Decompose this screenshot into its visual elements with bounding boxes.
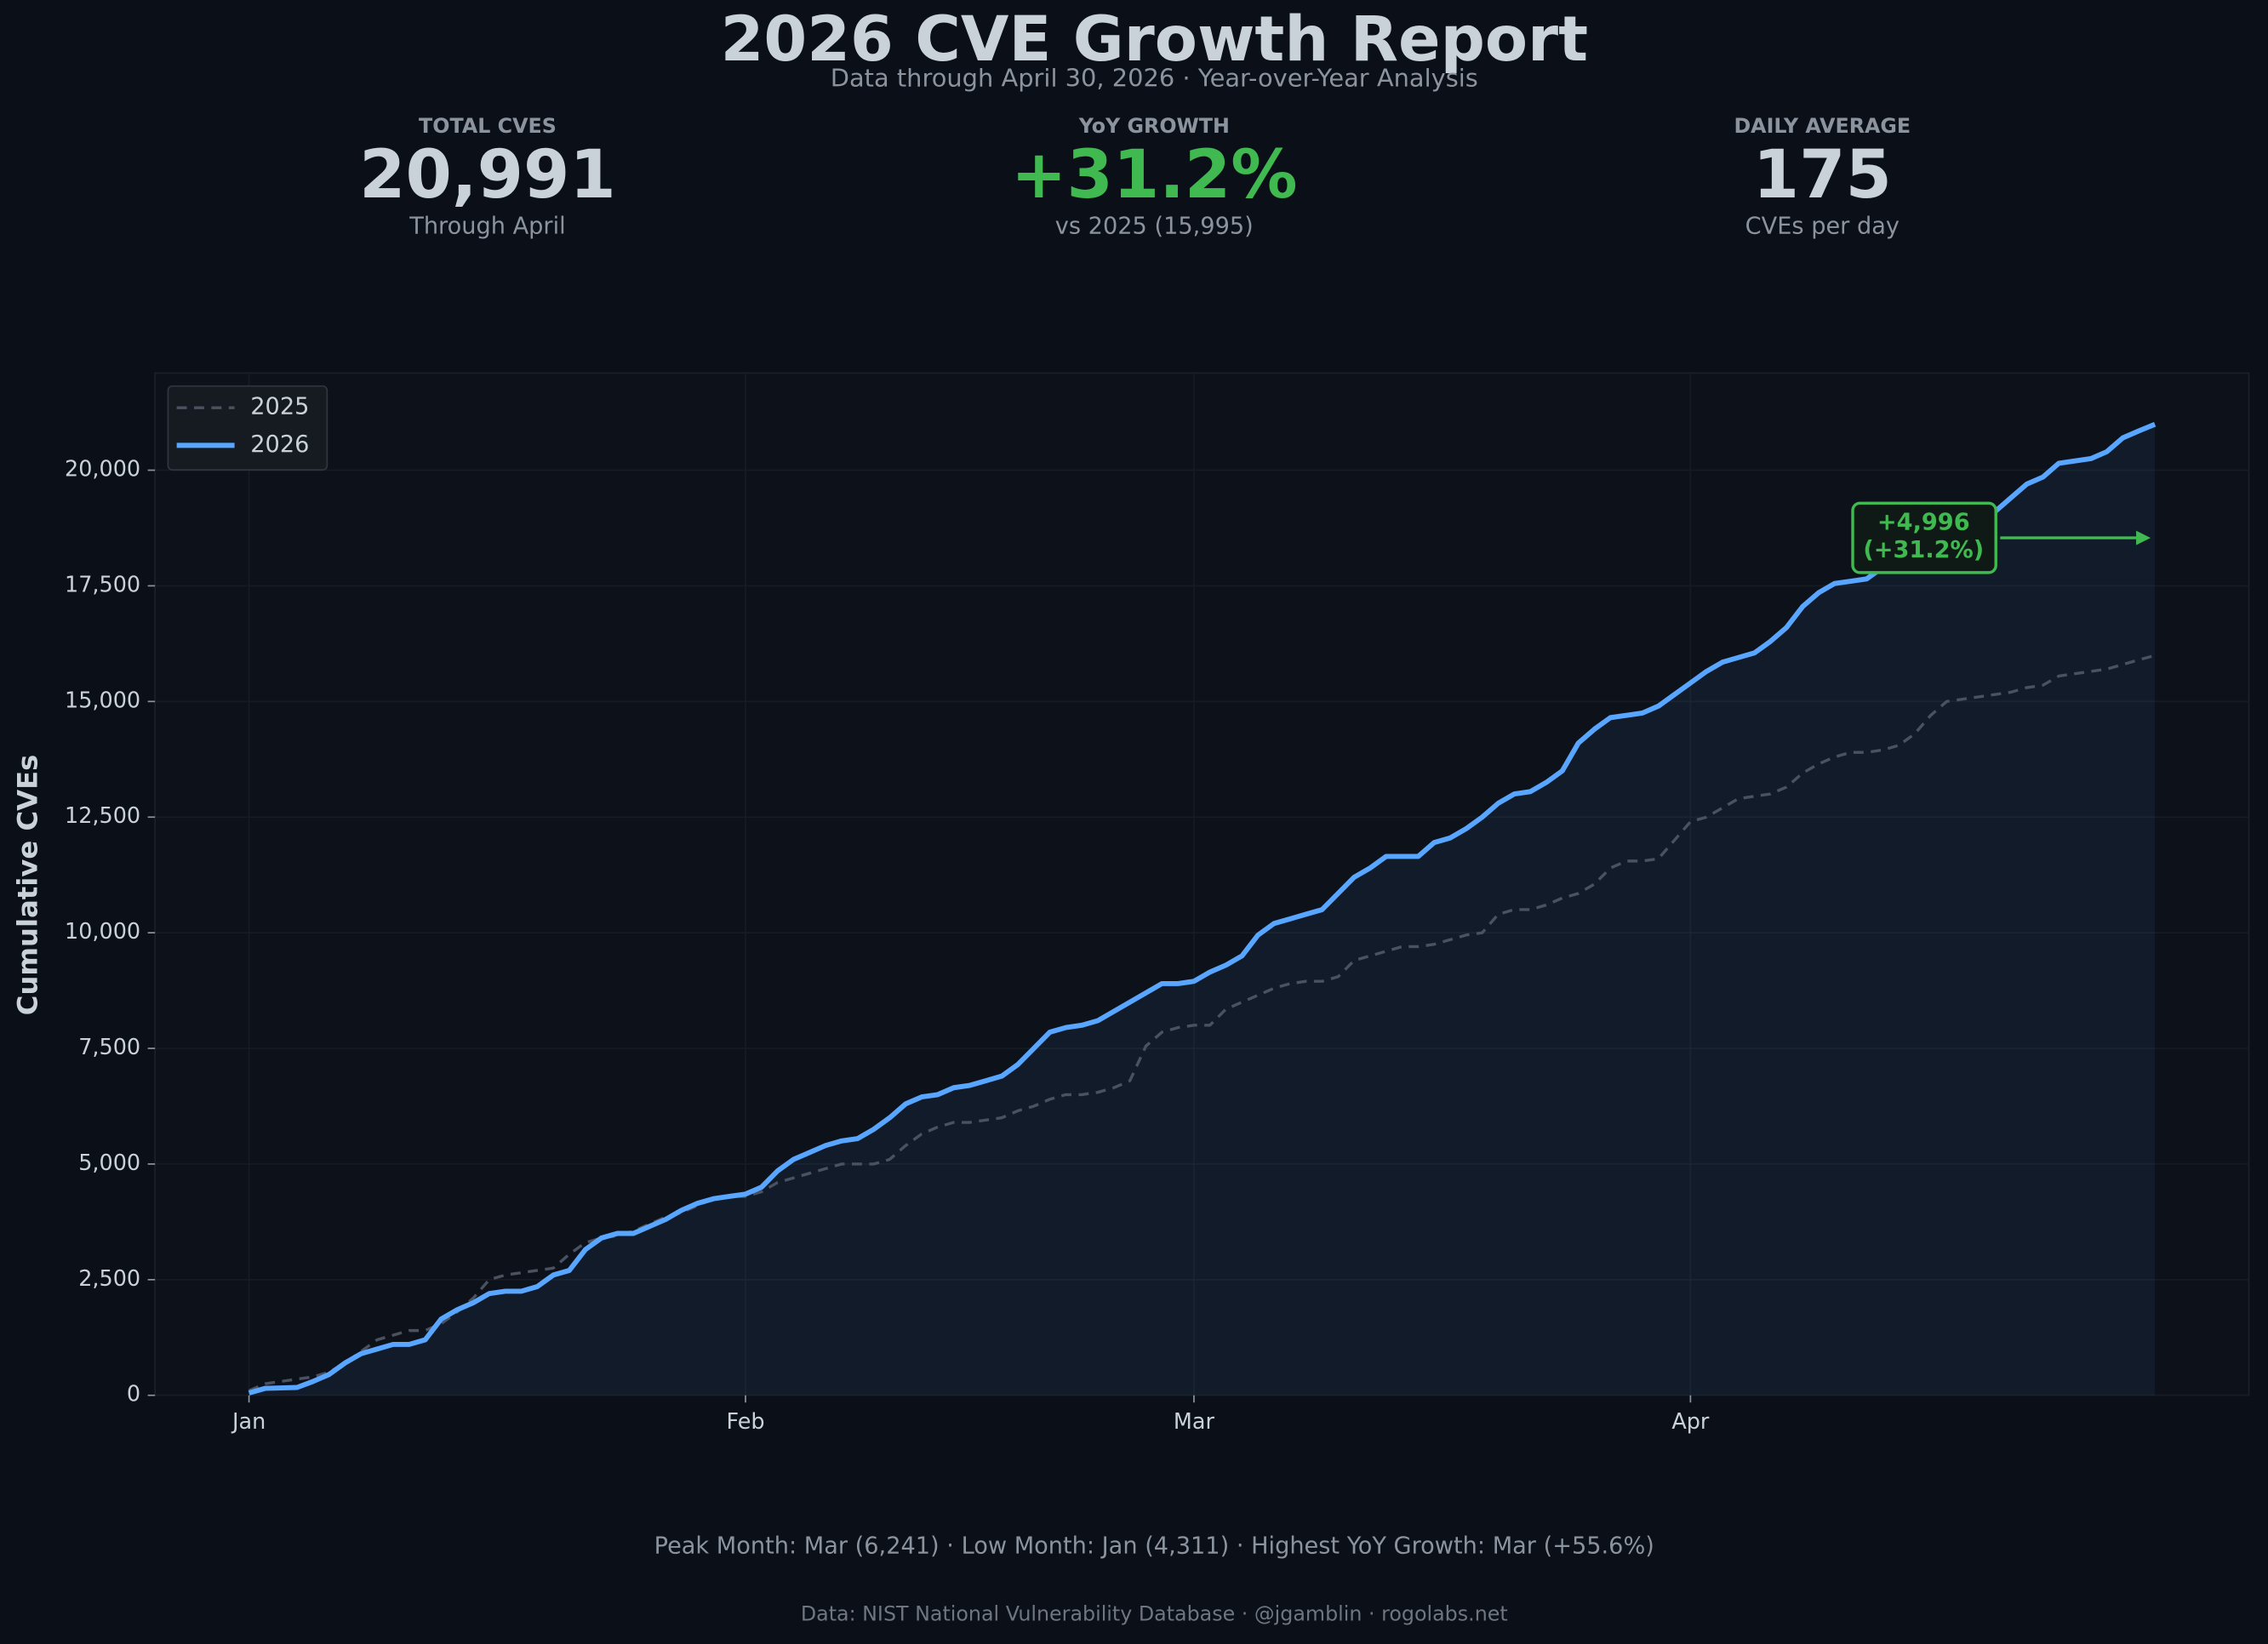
annotation-text: (+31.2%) xyxy=(1863,537,1984,563)
x-tick-label: Mar xyxy=(1174,1409,1215,1435)
chart-title: 2026 CVE Growth Report xyxy=(721,3,1588,76)
kpi-label: YoY GROWTH xyxy=(1078,114,1230,138)
y-tick-label: 5,000 xyxy=(78,1150,140,1176)
legend-box xyxy=(167,385,328,471)
x-tick-label: Feb xyxy=(726,1409,764,1435)
y-tick-label: 17,500 xyxy=(65,572,140,597)
kpi-value: 20,991 xyxy=(359,136,616,214)
kpi-note: Through April xyxy=(408,213,565,239)
y-tick-label: 20,000 xyxy=(65,457,140,482)
kpi-value: +31.2% xyxy=(1011,136,1298,214)
kpi-note: CVEs per day xyxy=(1745,213,1900,239)
annotation-text: +4,996 xyxy=(1877,510,1970,536)
kpi-label: DAILY AVERAGE xyxy=(1734,114,1911,138)
y-tick-label: 15,000 xyxy=(65,688,140,713)
y-tick-label: 2,500 xyxy=(78,1266,140,1292)
x-tick-label: Jan xyxy=(231,1409,266,1435)
area-fill xyxy=(249,424,2156,1396)
x-tick-label: Apr xyxy=(1671,1409,1710,1435)
kpi-label: TOTAL CVES xyxy=(419,114,557,138)
legend-label: 2026 xyxy=(250,431,309,458)
y-tick-label: 12,500 xyxy=(65,803,140,829)
y-tick-label: 0 xyxy=(127,1382,140,1407)
chart-subtitle: Data through April 30, 2026 · Year-over-… xyxy=(831,63,1478,92)
series-line xyxy=(248,654,2156,1392)
kpi-value: 175 xyxy=(1753,136,1892,214)
series-line xyxy=(248,421,2157,1396)
y-tick-label: 10,000 xyxy=(65,919,140,945)
legend-label: 2025 xyxy=(250,394,309,420)
y-axis-label: Cumulative CVEs xyxy=(11,755,43,1016)
footer-stats: Peak Month: Mar (6,241) · Low Month: Jan… xyxy=(654,1533,1654,1560)
kpi-note: vs 2025 (15,995) xyxy=(1055,213,1254,239)
annotation-arrowhead xyxy=(2136,530,2151,545)
y-tick-label: 7,500 xyxy=(78,1035,140,1060)
source: Data: NIST National Vulnerability Databa… xyxy=(801,1602,1508,1626)
annotation-box xyxy=(1851,501,1997,574)
